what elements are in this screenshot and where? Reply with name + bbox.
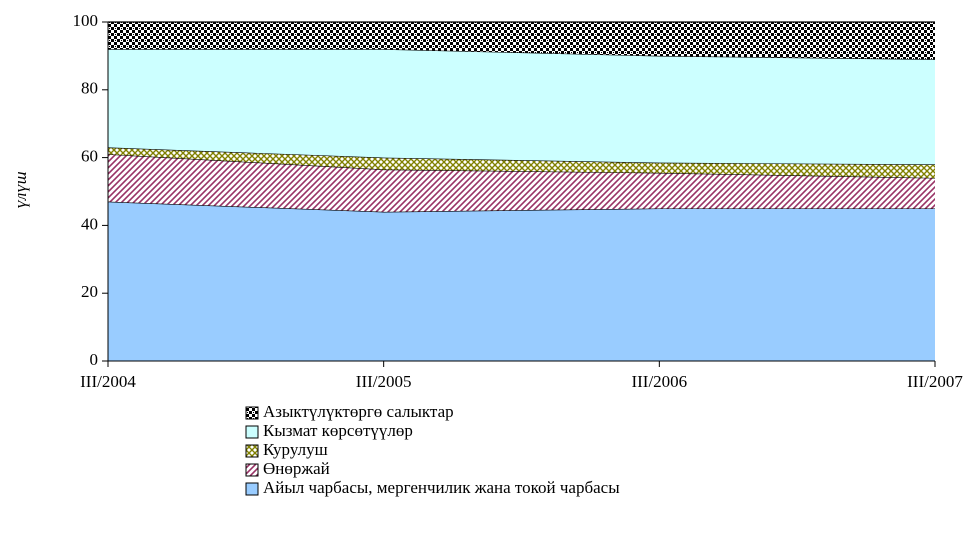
legend-swatch [245,425,259,439]
y-tick-label: 0 [90,350,99,369]
y-tick-label: 20 [81,282,98,301]
x-tick-label: III/2006 [631,372,687,391]
x-tick-label: III/2005 [356,372,412,391]
legend-label: Өнөржай [263,459,330,478]
legend-swatch [245,463,259,477]
y-tick-label: 40 [81,214,98,233]
y-tick-label: 60 [81,147,98,166]
legend-label: Курулуш [263,440,328,459]
y-axis-label: үлүш [11,171,30,208]
x-tick-label: III/2007 [907,372,963,391]
legend-swatch [245,444,259,458]
legend-swatch [245,482,259,496]
area [108,154,935,212]
y-tick-label: 80 [81,79,98,98]
legend-label: Кызмат көрсөтүүлөр [263,421,413,440]
legend-label: Айыл чарбасы, мергенчилик жана токой чар… [263,478,620,497]
legend-label: Азыктүлүктөргө салыктар [263,402,454,421]
y-tick-label: 100 [73,11,99,30]
x-tick-label: III/2004 [80,372,136,391]
area [108,49,935,165]
legend-swatch [245,406,259,420]
area [108,147,935,178]
area [108,201,935,361]
area [108,22,935,60]
